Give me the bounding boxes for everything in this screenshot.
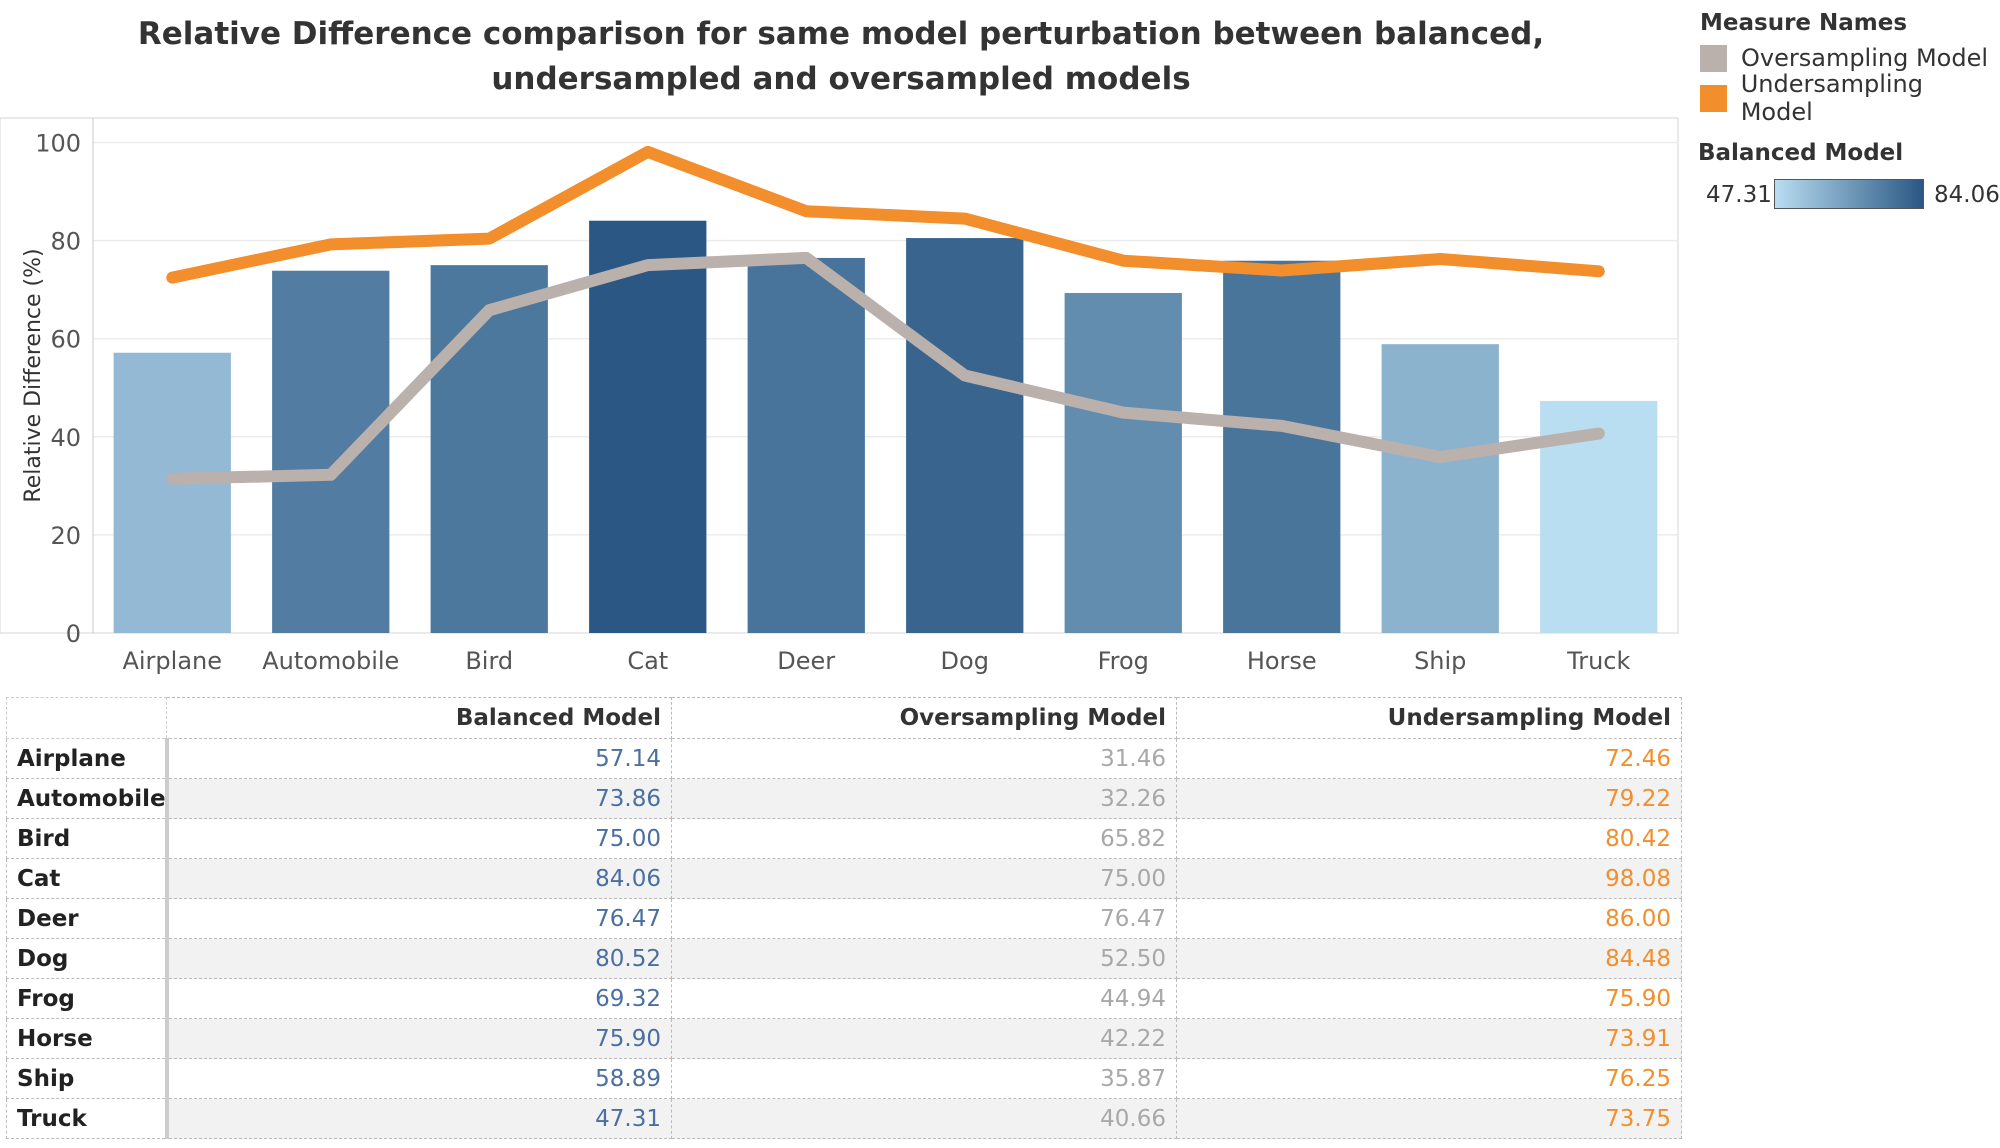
table-header-row: Balanced Model Oversampling Model Unders… [6,697,1682,739]
bar-balanced-cat [589,220,707,633]
bar-balanced-frog [1064,293,1182,633]
bar-balanced-automobile [272,270,390,633]
x-tick-label: Airplane [122,647,222,675]
legend-item-oversampling[interactable]: Oversampling Model [1700,38,2000,78]
table-row: Bird 75.00 65.82 80.42 [6,818,1682,859]
cell-undersampling: 72.46 [1176,738,1682,779]
cell-balanced: 75.90 [166,1018,672,1059]
table-row: Airplane 57.14 31.46 72.46 [6,738,1682,779]
bar-balanced-ship [1381,344,1499,633]
x-tick-label: Cat [627,647,668,675]
row-label: Bird [6,818,169,859]
table-row: Automobile 73.86 32.26 79.22 [6,778,1682,819]
cell-oversampling: 75.00 [671,858,1177,899]
chart-plot: 0 20 40 60 80 100 Relative Difference (%) Airpl… [0,117,1679,675]
chart-title: Relative Difference comparison for same … [137,16,1545,97]
color-legend-min: 47.31 [1706,182,1772,208]
row-label: Airplane [6,738,169,779]
bar-balanced-bird [430,265,548,633]
y-tick-label: 20 [50,522,81,550]
x-tick-label: Horse [1247,647,1317,675]
cell-oversampling: 31.46 [671,738,1177,779]
legend-title: Measure Names [1700,10,1908,36]
cell-undersampling: 73.75 [1176,1098,1682,1139]
column-header-oversampling[interactable]: Oversampling Model [671,697,1177,739]
cell-undersampling: 79.22 [1176,778,1682,819]
legend-swatch-oversampling [1700,44,1727,72]
cell-undersampling: 84.48 [1176,938,1682,979]
x-tick-label: Dog [941,647,989,675]
x-tick-label: Ship [1414,647,1466,675]
color-legend-max: 84.06 [1934,182,2000,208]
row-label: Truck [6,1098,169,1139]
table-row: Frog 69.32 44.94 75.90 [6,978,1682,1019]
cell-oversampling: 65.82 [671,818,1177,859]
cell-undersampling: 98.08 [1176,858,1682,899]
bar-balanced-dog [906,238,1024,633]
legend: Measure Names Oversampling Model Undersa… [1700,8,2000,126]
x-tick-label: Frog [1098,647,1149,675]
cell-balanced: 84.06 [166,858,672,899]
row-label: Cat [6,858,169,899]
table-row: Truck 47.31 40.66 73.75 [6,1098,1682,1139]
line-oversampling [166,251,1605,485]
cell-oversampling: 35.87 [671,1058,1177,1099]
y-tick-label: 100 [35,130,81,158]
row-label: Dog [6,938,169,979]
cell-balanced: 58.89 [166,1058,672,1099]
cell-oversampling: 44.94 [671,978,1177,1019]
cell-undersampling: 73.91 [1176,1018,1682,1059]
y-tick-label: 60 [50,326,81,354]
column-header-balanced[interactable]: Balanced Model [166,697,672,739]
cell-oversampling: 76.47 [671,898,1177,939]
table-row: Ship 58.89 35.87 76.25 [6,1058,1682,1099]
cell-oversampling: 40.66 [671,1098,1177,1139]
cell-oversampling: 42.22 [671,1018,1177,1059]
cell-undersampling: 86.00 [1176,898,1682,939]
color-legend-gradient [1774,179,1924,209]
legend-label-oversampling: Oversampling Model [1741,44,1989,72]
row-label: Frog [6,978,169,1019]
table-row: Horse 75.90 42.22 73.91 [6,1018,1682,1059]
data-table: Balanced Model Oversampling Model Unders… [6,697,1682,1139]
table-row: Dog 80.52 52.50 84.48 [6,938,1682,979]
bar-balanced-deer [747,257,865,633]
cell-balanced: 69.32 [166,978,672,1019]
row-label: Ship [6,1058,169,1099]
table-row: Cat 84.06 75.00 98.08 [6,858,1682,899]
bar-balanced-horse [1223,260,1341,633]
cell-balanced: 75.00 [166,818,672,859]
cell-undersampling: 80.42 [1176,818,1682,859]
legend-label-undersampling: Undersampling Model [1740,70,1923,126]
y-tick-label: 40 [50,424,81,452]
cell-undersampling: 75.90 [1176,978,1682,1019]
row-label: Horse [6,1018,169,1059]
cell-balanced: 76.47 [166,898,672,939]
color-legend-title: Balanced Model [1698,140,1904,166]
column-header-undersampling[interactable]: Undersampling Model [1176,697,1682,739]
cell-balanced: 47.31 [166,1098,672,1139]
legend-swatch-undersampling [1700,84,1727,112]
row-label: Deer [6,898,169,939]
cell-undersampling: 76.25 [1176,1058,1682,1099]
table-corner [6,697,167,739]
table-row: Deer 76.47 76.47 86.00 [6,898,1682,939]
y-axis-title: Relative Difference (%) [21,248,46,502]
cell-balanced: 57.14 [166,738,672,779]
y-tick-label: 80 [50,228,81,256]
x-tick-label: Bird [465,647,513,675]
cell-balanced: 80.52 [166,938,672,979]
legend-item-undersampling[interactable]: Undersampling Model [1700,70,2000,126]
x-tick-label: Deer [777,647,835,675]
y-tick-label: 0 [66,620,81,648]
x-tick-label: Automobile [262,647,399,675]
line-undersampling [166,145,1605,284]
row-label: Automobile [6,778,169,819]
cell-oversampling: 52.50 [671,938,1177,979]
cell-oversampling: 32.26 [671,778,1177,819]
cell-balanced: 73.86 [166,778,672,819]
x-tick-label: Truck [1566,647,1630,675]
bar-balanced-airplane [113,352,231,633]
